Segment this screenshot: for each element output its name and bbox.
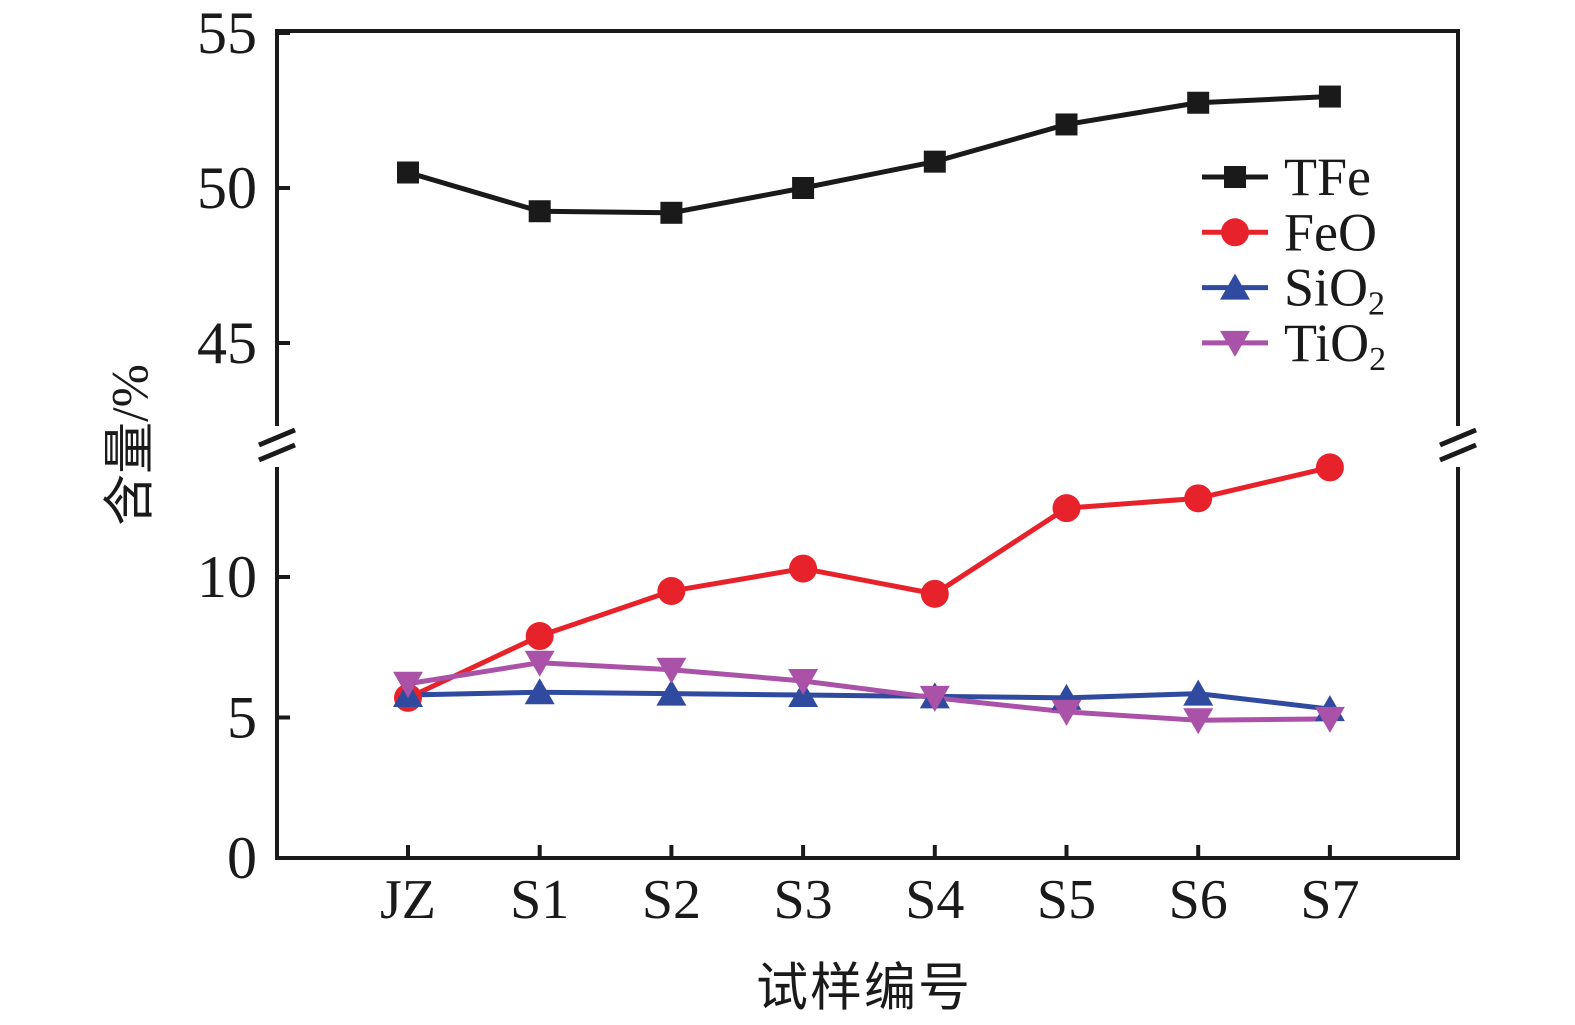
marker-FeO-S2: [657, 577, 686, 606]
marker-FeO-S1: [525, 622, 554, 651]
marker-TiO2-S2: [656, 657, 687, 684]
marker-TFe-S3: [792, 177, 815, 199]
axis-break-slash: [1439, 427, 1477, 448]
legend-label-SiO2: SiO2: [1284, 258, 1385, 323]
x-axis-title-text: 试样编号: [755, 960, 973, 1018]
plot-border: [275, 29, 1460, 860]
axis-break-slash: [258, 427, 296, 448]
x-tick-label-S5: S5: [1037, 869, 1096, 931]
marker-FeO-S7: [1315, 453, 1344, 482]
marker-TFe-S7: [1318, 85, 1341, 108]
y-tick-label: 45: [197, 310, 257, 376]
marker-TFe-S1: [528, 200, 551, 223]
marker-SiO2-S6: [1183, 679, 1214, 706]
marker-SiO2-S2: [656, 679, 687, 706]
y-tick-label: 0: [227, 825, 257, 891]
legend-item-SiO2: SiO2: [1202, 258, 1385, 323]
marker-SiO2-S1: [524, 678, 555, 705]
marker-FeO-S3: [789, 554, 818, 583]
y-axis-title: 含量/%: [88, 364, 163, 526]
marker-TFe-S4: [923, 150, 946, 173]
series-line-TiO2: [405, 660, 1333, 723]
marker-TFe-JZ: [397, 161, 419, 184]
marker-TiO2-S4: [919, 685, 950, 712]
x-tick-label-S7: S7: [1300, 869, 1359, 931]
legend-label-TiO2: TiO2: [1284, 313, 1386, 378]
marker-TiO2-S7: [1314, 706, 1345, 733]
axis-break-gap: [1454, 426, 1462, 467]
marker-TiO2-S1: [524, 650, 555, 677]
y-tick-label: 5: [227, 685, 257, 751]
x-tick-label-S4: S4: [905, 869, 964, 931]
marker-TiO2-JZ: [393, 671, 423, 698]
marker-TFe-S6: [1187, 91, 1210, 114]
y-axis-title-text: 含量/%: [102, 364, 160, 526]
x-tick-label-S3: S3: [774, 869, 833, 931]
marker-FeO-S6: [1184, 484, 1213, 513]
y-tick-label: 10: [197, 544, 257, 610]
axis-break-gap: [273, 426, 281, 467]
x-tick-label-JZ: JZ: [380, 869, 436, 931]
y-tick-label: 50: [197, 155, 257, 221]
series-line-SiO2: [405, 689, 1333, 712]
legend-item-FeO: FeO: [1202, 202, 1377, 262]
y-tick-label: 55: [197, 0, 257, 66]
marker-FeO-S5: [1052, 494, 1081, 523]
legend-marker-TFe: [1224, 166, 1246, 188]
marker-TiO2-S5: [1051, 699, 1082, 726]
marker-TiO2-S3: [788, 668, 819, 695]
x-tick-label-S1: S1: [510, 869, 569, 931]
x-tick-label-S2: S2: [642, 869, 701, 931]
legend-marker-SiO2: [1220, 273, 1250, 300]
legend-label-FeO: FeO: [1284, 202, 1377, 262]
series-line-TFe: [405, 94, 1333, 216]
legend-marker-FeO: [1221, 218, 1249, 247]
legend-item-TiO2: TiO2: [1202, 313, 1386, 378]
marker-FeO-S4: [920, 579, 949, 608]
marker-TFe-S2: [660, 201, 683, 224]
legend-label-TFe: TFe: [1284, 147, 1371, 207]
x-tick-label-S6: S6: [1169, 869, 1228, 931]
series-line-FeO: [405, 464, 1333, 701]
axis-break-slash: [258, 442, 296, 463]
marker-TiO2-S6: [1183, 708, 1214, 735]
axis-break-slash: [1439, 442, 1477, 463]
legend-marker-TiO2: [1220, 330, 1250, 357]
x-axis-title: 试样编号: [756, 946, 972, 1021]
marker-TFe-S5: [1055, 113, 1078, 136]
